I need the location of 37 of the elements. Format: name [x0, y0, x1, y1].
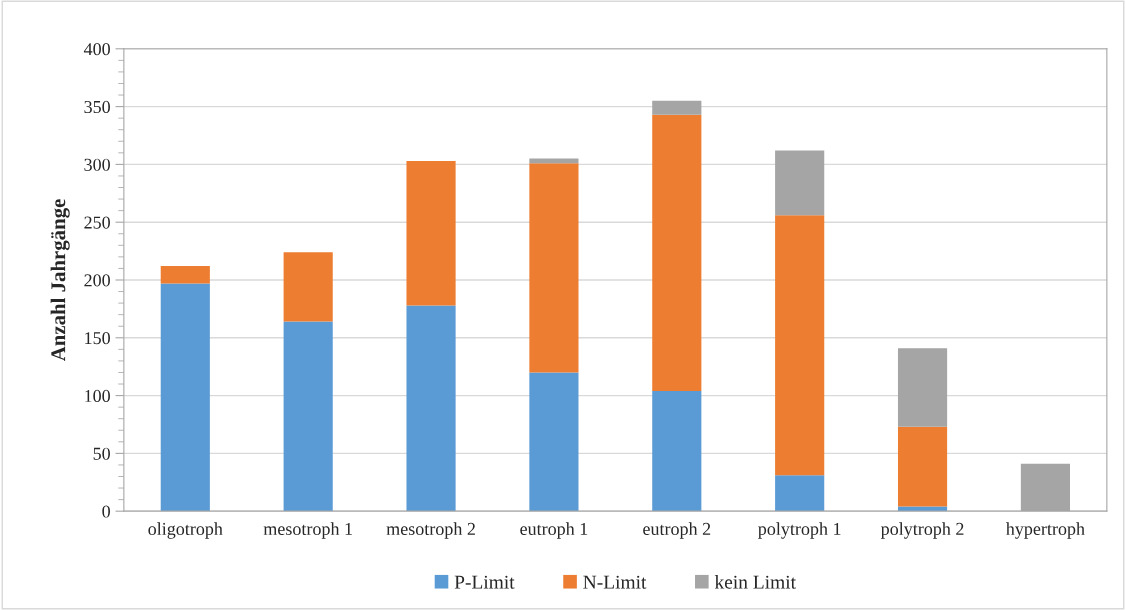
legend-label: N-Limit [583, 575, 647, 589]
y-tick-label: 0 [102, 505, 110, 518]
y-tick-label: 400 [83, 43, 110, 56]
x-tick-label: eutroph 2 [643, 522, 711, 539]
bar [652, 100, 702, 115]
x-tick-label: polytroph 1 [758, 522, 841, 539]
y-tick-label: 150 [85, 332, 110, 345]
bar [529, 163, 579, 373]
bar [406, 160, 456, 306]
bar [406, 305, 456, 512]
bar [283, 321, 333, 512]
bar [283, 252, 333, 322]
y-axis-title: Anzahl Jahrgänge [50, 199, 70, 362]
bar [160, 283, 210, 512]
bar [652, 114, 702, 391]
y-tick-label: 200 [84, 274, 110, 287]
y-tick-label: 250 [84, 216, 110, 229]
x-tick-label: eutroph 1 [520, 522, 588, 539]
x-tick-label: oligotroph [148, 522, 223, 539]
bar [775, 215, 825, 476]
bar [897, 426, 948, 507]
bar [529, 372, 579, 512]
legend-label: kein Limit [714, 575, 796, 589]
legend-label: P-Limit [454, 575, 515, 589]
x-tick-label: mesotroph 2 [386, 522, 475, 539]
bar [897, 348, 948, 427]
y-tick-label: 50 [93, 447, 110, 460]
bar [160, 266, 210, 284]
bar [775, 475, 825, 512]
y-tick-label: 350 [84, 100, 110, 114]
x-tick-label: polytroph 2 [880, 522, 964, 539]
bar [652, 390, 702, 512]
x-tick-label: mesotroph 1 [263, 522, 352, 539]
y-tick-label: 300 [84, 158, 110, 171]
x-tick-label: hypertroph [1005, 522, 1085, 539]
y-tick-label: 100 [85, 389, 110, 403]
bar [775, 150, 825, 216]
